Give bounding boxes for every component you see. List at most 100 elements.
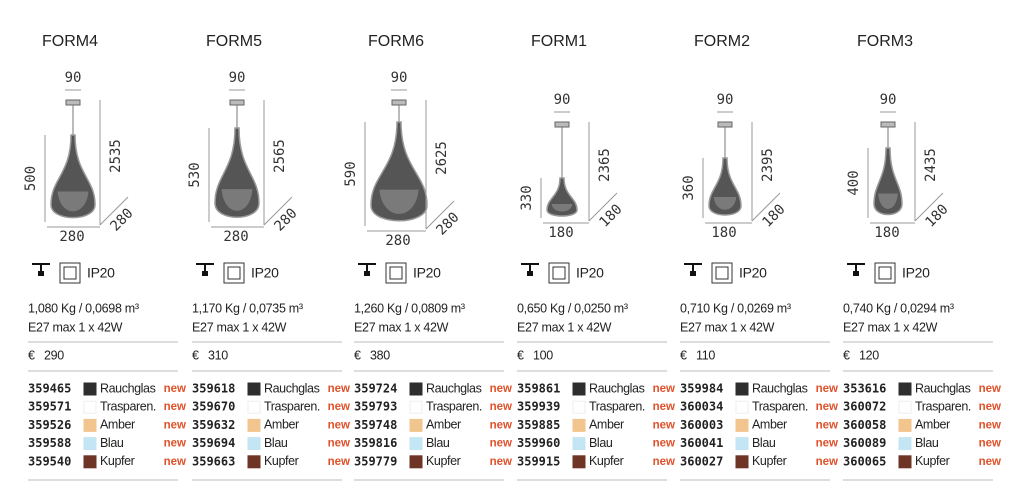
color-swatch <box>247 455 261 469</box>
color-swatch <box>247 400 261 414</box>
color-swatch <box>83 455 97 469</box>
color-swatch <box>735 382 749 396</box>
variant-color: Rauchglas <box>589 381 645 395</box>
color-swatch <box>83 400 97 414</box>
socket: E27 max 1 x 42W <box>680 320 775 334</box>
currency: € <box>843 348 850 362</box>
variant-tag: new <box>979 401 1001 413</box>
variant-tag: new <box>653 419 675 431</box>
variant-color: Amber <box>915 418 950 432</box>
variant-tag: new <box>164 383 186 395</box>
variant-tag: new <box>490 401 512 413</box>
variant-tag: new <box>490 383 512 395</box>
variant-tag: new <box>164 401 186 413</box>
variant-code: 360003 <box>680 418 723 432</box>
class-icon-outer <box>711 262 733 284</box>
class-icon-inner <box>227 266 241 280</box>
currency: € <box>192 348 199 362</box>
ip-rating: IP20 <box>251 265 279 281</box>
product-column: FORM2 90 360 2395 180 180 IP20 0,710 Kg / 0,026… <box>680 33 838 481</box>
dim-height: 590 <box>343 161 359 186</box>
variant-color: Kupfer <box>752 454 787 468</box>
canopy <box>229 99 245 106</box>
class-icon-inner <box>878 266 892 280</box>
variant-tag: new <box>816 438 838 450</box>
variant-code: 360058 <box>843 418 886 432</box>
price: 310 <box>208 348 228 362</box>
weight: 0,710 Kg / 0,0269 m³ <box>680 301 791 315</box>
weight: 1,260 Kg / 0,0809 m³ <box>354 301 465 315</box>
glass-inner <box>57 191 89 212</box>
variant-code: 359540 <box>28 454 71 468</box>
canopy <box>554 121 570 128</box>
pendant-dot <box>38 271 44 276</box>
variant-tag: new <box>490 456 512 468</box>
color-swatch <box>735 418 749 432</box>
variant-color: Amber <box>426 418 461 432</box>
color-swatch <box>409 382 423 396</box>
variant-tag: new <box>328 383 350 395</box>
dim-diameter: 180 <box>548 225 573 241</box>
color-swatch <box>898 437 912 451</box>
dim-total: 2395 <box>760 148 776 182</box>
dim-diameter: 280 <box>385 233 410 249</box>
dim-total: 2435 <box>923 148 939 182</box>
variant-color: Kupfer <box>426 454 461 468</box>
price: 380 <box>370 348 390 362</box>
ip-rating: IP20 <box>87 265 115 281</box>
color-swatch <box>247 382 261 396</box>
color-swatch <box>83 437 97 451</box>
variant-code: 359939 <box>517 400 560 414</box>
variant-code: 359748 <box>354 418 397 432</box>
variant-color: Amber <box>752 418 787 432</box>
dim-depth: 180 <box>596 201 625 230</box>
variant-tag: new <box>653 401 675 413</box>
variant-tag: new <box>328 438 350 450</box>
product-column: FORM4 90 500 2535 280 280 IP20 1,080 Kg / 0,069… <box>23 33 186 481</box>
currency: € <box>680 348 687 362</box>
product-name: FORM3 <box>857 33 913 50</box>
color-swatch <box>898 455 912 469</box>
canopy <box>65 99 81 106</box>
color-swatch <box>898 418 912 432</box>
dim-depth: 180 <box>759 201 788 230</box>
variant-code: 359571 <box>28 400 71 414</box>
dim-height: 500 <box>23 166 39 191</box>
product-name: FORM6 <box>368 33 424 50</box>
variant-tag: new <box>328 401 350 413</box>
class-icon-inner <box>63 266 77 280</box>
variant-tag: new <box>490 438 512 450</box>
ip-rating: IP20 <box>576 265 604 281</box>
weight: 1,170 Kg / 0,0735 m³ <box>192 301 303 315</box>
dim-line <box>263 196 293 226</box>
glass-inner <box>878 193 898 209</box>
color-swatch <box>735 400 749 414</box>
variant-tag: new <box>979 419 1001 431</box>
product-name: FORM1 <box>531 33 587 50</box>
variant-tag: new <box>653 456 675 468</box>
color-swatch <box>572 437 586 451</box>
socket: E27 max 1 x 42W <box>192 320 287 334</box>
pendant-dot <box>202 271 208 276</box>
variant-tag: new <box>816 419 838 431</box>
variant-color: Amber <box>100 418 135 432</box>
variant-color: Amber <box>264 418 299 432</box>
dim-diameter: 180 <box>874 225 899 241</box>
color-swatch <box>572 455 586 469</box>
glass-inner <box>221 189 253 211</box>
variant-tag: new <box>164 438 186 450</box>
dim-height: 360 <box>681 175 697 200</box>
variant-code: 359915 <box>517 454 560 468</box>
variant-color: Kupfer <box>589 454 624 468</box>
variant-code: 359465 <box>28 382 71 396</box>
variant-color: Rauchglas <box>264 381 320 395</box>
price: 120 <box>859 348 879 362</box>
variant-code: 359793 <box>354 400 397 414</box>
variant-color: Rauchglas <box>426 381 482 395</box>
variant-code: 359670 <box>192 400 235 414</box>
variant-color: Blau <box>915 436 939 450</box>
canopy <box>391 99 407 106</box>
socket: E27 max 1 x 42W <box>843 320 938 334</box>
currency: € <box>28 348 35 362</box>
